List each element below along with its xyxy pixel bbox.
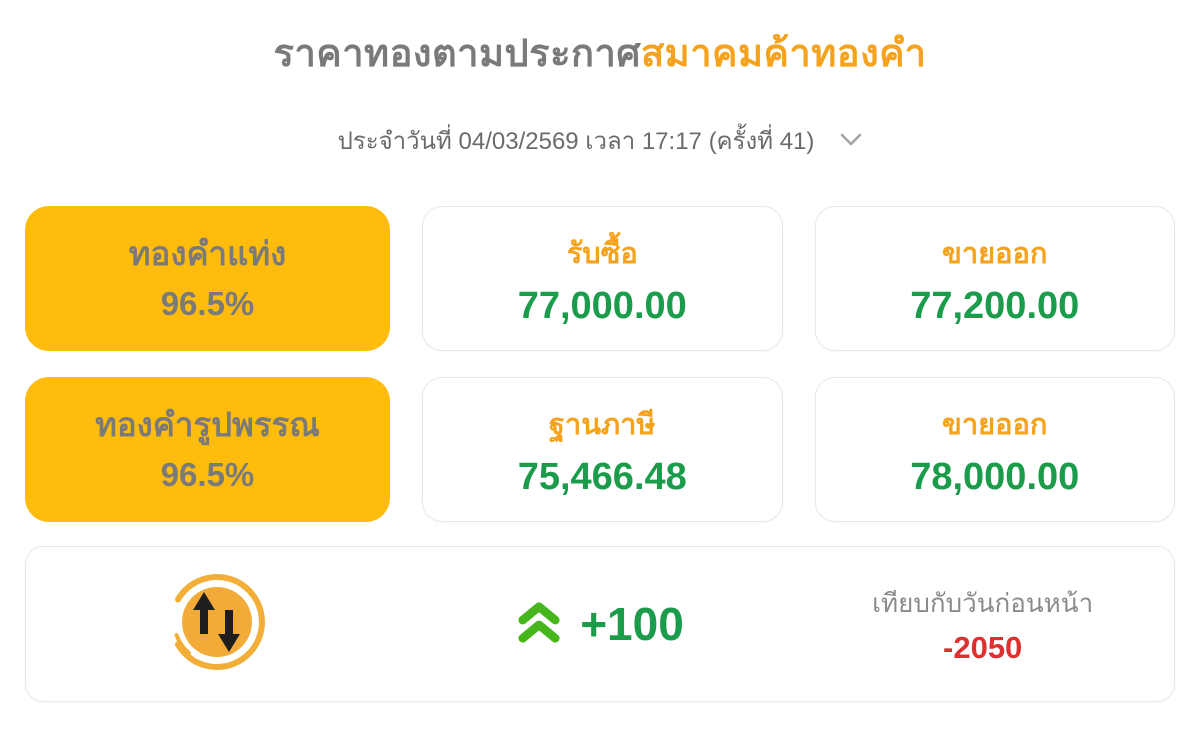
page-title: ราคาทองตามประกาศสมาคมค้าทองคำ [25,0,1175,83]
page-title-accent: สมาคมค้าทองคำ [640,33,927,75]
category-card-gold-ornament: ทองคำรูปพรรณ 96.5% [25,377,390,522]
page-title-main: ราคาทองตามประกาศ [273,33,641,75]
category-purity: 96.5% [160,456,255,493]
price-value: 77,200.00 [910,284,1080,327]
price-label: ฐานภาษี [548,408,656,441]
category-name: ทองคำรูปพรรณ [95,405,320,443]
change-value: +100 [580,598,684,650]
price-card-buy: รับซื้อ 77,000.00 [422,206,783,351]
price-label: ขายออก [942,237,1048,270]
double-chevron-up-icon [516,600,562,649]
price-label: รับซื้อ [566,237,638,270]
price-card-tax-base: ฐานภาษี 75,466.48 [422,377,783,522]
change-icon-column [26,572,409,677]
daily-change-card: +100 เทียบกับวันก่อนหน้า -2050 [25,546,1175,702]
price-value: 75,466.48 [517,455,687,498]
compare-column: เทียบกับวันก่อนหน้า -2050 [791,583,1174,666]
price-value: 77,000.00 [517,284,687,327]
price-card-sell-ornament: ขายออก 78,000.00 [814,377,1175,522]
category-card-gold-bar: ทองคำแท่ง 96.5% [25,206,390,351]
date-round-label: ประจำวันที่ 04/03/2569 เวลา 17:17 (ครั้ง… [337,128,815,155]
compare-label: เทียบกับวันก่อนหน้า [872,587,1094,618]
category-purity: 96.5% [160,285,255,322]
category-name: ทองคำแท่ง [128,234,287,272]
price-card-sell: ขายออก 77,200.00 [814,206,1175,351]
price-label: ขายออก [942,408,1048,441]
date-round-selector[interactable]: ประจำวันที่ 04/03/2569 เวลา 17:17 (ครั้ง… [25,121,1175,160]
up-down-arrows-icon [167,572,267,677]
chevron-down-icon [840,133,862,152]
change-value-column: +100 [409,597,792,651]
compare-value: -2050 [943,629,1023,665]
price-grid: ทองคำแท่ง 96.5% รับซื้อ 77,000.00 ขายออก… [25,206,1175,522]
price-value: 78,000.00 [910,455,1080,498]
